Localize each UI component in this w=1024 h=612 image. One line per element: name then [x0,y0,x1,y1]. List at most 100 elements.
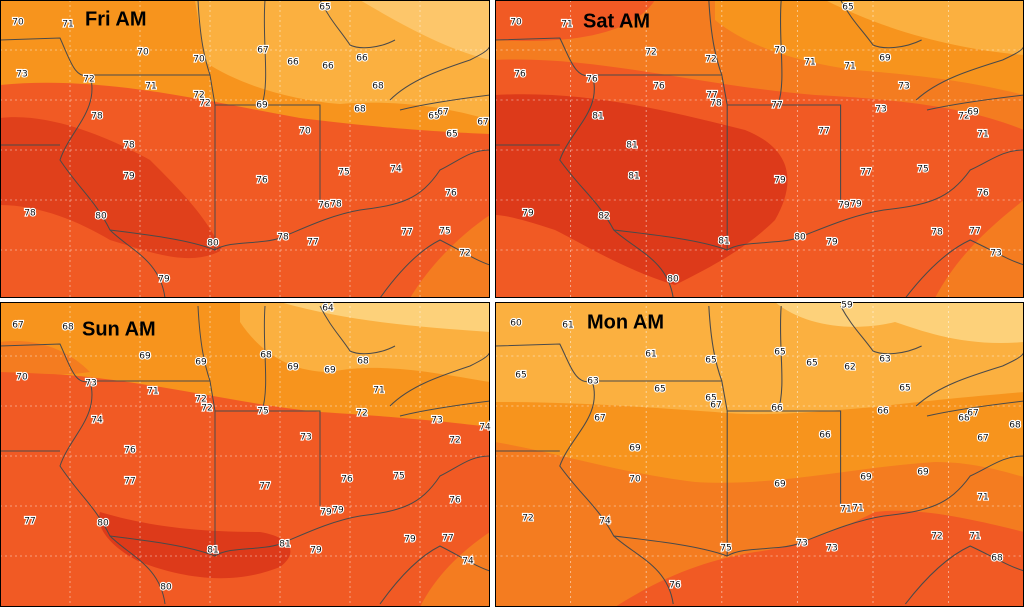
temperature-label: 67 [594,414,605,424]
temperature-label: 68 [1009,421,1021,431]
temperature-label: 77 [307,238,318,248]
temperature-label: 69 [324,366,336,376]
temperature-label: 76 [256,176,268,186]
temperature-label: 77 [442,534,453,544]
temperature-label: 79 [320,508,332,518]
temperature-label: 71 [852,504,863,514]
temperature-label: 74 [462,557,474,567]
temperature-label: 65 [806,359,817,369]
temperature-label: 78 [91,112,103,122]
temperature-label: 70 [299,127,311,137]
temperature-label: 75 [720,544,731,554]
temperature-label: 68 [357,357,369,367]
temperature-label: 70 [193,55,205,65]
temperature-label: 79 [838,201,850,211]
temperature-label: 67 [477,118,488,128]
temperature-label: 72 [199,99,210,109]
temperature-label: 72 [195,395,206,405]
temperature-label: 80 [95,212,107,222]
temperature-label: 69 [967,108,979,118]
temperature-label: 79 [310,546,322,556]
temperature-label: 71 [561,20,572,30]
temperature-label: 77 [124,477,135,487]
temperature-label: 73 [16,70,27,80]
panel-title: Fri AM [85,8,146,30]
temperature-label: 65 [428,112,439,122]
temperature-label: 67 [710,401,721,411]
temperature-label: 68 [372,82,384,92]
temperature-label: 71 [969,532,980,542]
panel-title: Sun AM [82,318,156,340]
temperature-label: 65 [899,384,910,394]
temperature-label: 70 [629,475,641,485]
temperature-label: 73 [796,539,807,549]
temperature-label: 70 [137,48,149,58]
temperature-label: 79 [826,238,838,248]
temperature-label: 70 [16,373,28,383]
temperature-label: 76 [445,189,457,199]
temperature-label: 71 [147,387,158,397]
temperature-label: 79 [522,209,534,219]
temperature-label: 69 [629,444,641,454]
temperature-label: 68 [354,105,366,115]
temperature-label: 78 [277,233,289,243]
temperature-label: 81 [628,172,639,182]
temperature-label: 72 [958,112,969,122]
temperature-label: 73 [300,433,311,443]
temperature-label: 65 [654,385,665,395]
temperature-label: 71 [977,493,988,503]
temperature-label: 78 [123,141,135,151]
temperature-label: 78 [24,209,36,219]
temperature-label: 72 [356,409,367,419]
temperature-label: 80 [97,519,109,529]
temperature-label: 74 [390,165,402,175]
temperature-label: 66 [356,54,368,64]
panel-title: Mon AM [587,311,664,333]
temperature-label: 72 [645,48,656,58]
temperature-label: 60 [510,319,522,329]
temperature-label: 81 [718,237,729,247]
temperature-label: 72 [705,55,716,65]
temperature-label: 74 [599,517,611,527]
temperature-label: 61 [562,321,573,331]
temperature-label: 81 [279,540,290,550]
temperature-label: 67 [967,409,978,419]
temperature-label: 80 [160,583,172,593]
temperature-label: 79 [158,275,170,285]
temperature-label: 73 [431,416,442,426]
temperature-label: 70 [510,18,522,28]
temperature-label: 68 [62,323,74,333]
temperature-label: 76 [977,189,989,199]
temperature-label: 79 [850,200,862,210]
temperature-label: 77 [259,482,270,492]
temperature-label: 72 [449,436,460,446]
temperature-label: 71 [844,62,855,72]
temperature-label: 68 [991,554,1003,564]
temperature-label: 77 [706,91,717,101]
temperature-label: 71 [373,386,384,396]
temperature-label: 67 [257,46,268,56]
temperature-label: 71 [840,505,851,515]
temperature-label: 75 [393,472,404,482]
temperature-label: 76 [124,446,136,456]
temperature-label: 74 [479,423,491,433]
temperature-label: 67 [977,434,988,444]
temperature-label: 69 [774,480,786,490]
temperature-label: 77 [401,228,412,238]
temperature-label: 64 [322,304,334,314]
temperature-label: 65 [842,3,853,13]
temperature-label: 73 [898,82,909,92]
temperature-label: 62 [844,363,855,373]
temperature-label: 67 [437,108,448,118]
temperature-label: 77 [771,101,782,111]
temperature-label: 77 [24,517,35,527]
temperature-label: 81 [626,141,637,151]
temperature-label: 81 [592,112,603,122]
temperature-label: 63 [587,377,598,387]
temperature-label: 65 [515,371,526,381]
temperature-label: 75 [257,407,268,417]
temperature-label: 73 [990,249,1001,259]
temperature-label: 65 [705,356,716,366]
temperature-label: 69 [287,363,299,373]
